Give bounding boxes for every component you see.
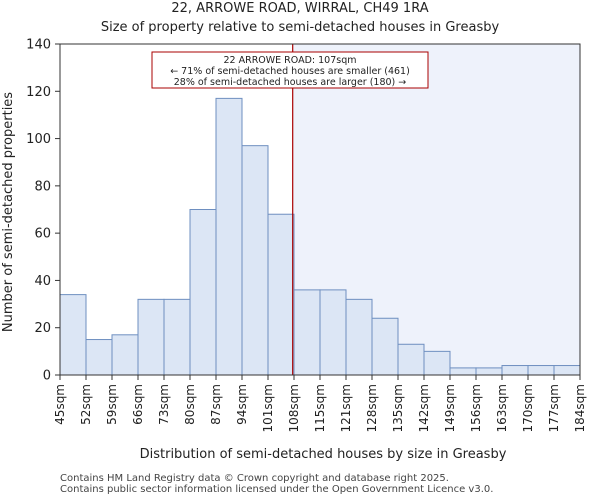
bar-73sqm xyxy=(163,298,191,376)
x-tick-label: 45sqm xyxy=(53,384,67,425)
y-tick-label: 40 xyxy=(34,274,51,289)
footer-copyright: Contains HM Land Registry data © Crown c… xyxy=(60,473,449,484)
x-axis-label: Distribution of semi-detached houses by … xyxy=(140,447,507,462)
x-tick-label: 66sqm xyxy=(131,384,145,425)
bar-108sqm xyxy=(293,289,321,376)
bar-66sqm xyxy=(137,298,165,376)
x-tick-label: 149sqm xyxy=(443,384,457,432)
annotation-smaller: ← 71% of semi-detached houses are smalle… xyxy=(170,66,410,77)
chart-title: 22, ARROWE ROAD, WIRRAL, CH49 1RA xyxy=(171,1,429,16)
y-tick-label: 120 xyxy=(26,85,51,100)
bar-142sqm xyxy=(423,350,451,376)
x-tick-label: 73sqm xyxy=(157,384,171,425)
y-axis-label: Number of semi-detached properties xyxy=(1,92,16,332)
x-tick-label: 121sqm xyxy=(339,384,353,432)
bar-177sqm xyxy=(553,365,581,376)
x-tick-label: 108sqm xyxy=(287,384,301,432)
bar-163sqm xyxy=(501,365,529,376)
bar-59sqm xyxy=(111,334,139,376)
x-tick-label: 184sqm xyxy=(573,384,587,432)
x-tick-label: 115sqm xyxy=(313,384,327,432)
bar-94sqm xyxy=(241,145,269,376)
x-tick-label: 59sqm xyxy=(105,384,119,425)
bar-52sqm xyxy=(85,339,113,376)
annotation-box xyxy=(151,51,429,89)
x-tick-label: 101sqm xyxy=(261,384,275,432)
x-tick-label: 156sqm xyxy=(469,384,483,432)
footer-licence: Contains public sector information licen… xyxy=(60,484,494,495)
x-tick-label: 170sqm xyxy=(521,384,535,432)
x-tick-label: 52sqm xyxy=(79,384,93,425)
bar-128sqm xyxy=(371,317,399,376)
bar-149sqm xyxy=(449,367,477,376)
x-tick-label: 128sqm xyxy=(365,384,379,432)
y-tick-label: 100 xyxy=(26,132,51,147)
bar-80sqm xyxy=(189,209,217,376)
x-tick-label: 87sqm xyxy=(209,384,223,425)
bar-121sqm xyxy=(345,298,373,376)
y-tick-label: 140 xyxy=(26,38,51,53)
bar-45sqm xyxy=(59,294,87,376)
x-tick-label: 177sqm xyxy=(547,384,561,432)
x-tick-label: 94sqm xyxy=(235,384,249,425)
x-tick-label: 142sqm xyxy=(417,384,431,432)
y-tick-label: 80 xyxy=(34,179,51,194)
bar-170sqm xyxy=(527,365,555,376)
bar-156sqm xyxy=(475,367,503,376)
property-annotation: 22 ARROWE ROAD: 107sqm ← 71% of semi-det… xyxy=(151,51,429,89)
chart-subtitle: Size of property relative to semi-detach… xyxy=(100,20,500,35)
bar-87sqm xyxy=(215,97,243,376)
x-tick-label: 163sqm xyxy=(495,384,509,432)
x-tick-label: 80sqm xyxy=(183,384,197,425)
y-tick-label: 0 xyxy=(43,369,51,384)
x-tick-label: 135sqm xyxy=(391,384,405,432)
annotation-larger: 28% of semi-detached houses are larger (… xyxy=(174,77,407,88)
y-tick-label: 20 xyxy=(34,321,51,336)
bar-115sqm xyxy=(319,289,347,376)
y-tick-label: 60 xyxy=(34,227,51,242)
bar-135sqm xyxy=(397,343,425,376)
bar-101sqm xyxy=(267,213,295,376)
plot-frame xyxy=(59,43,581,376)
annotation-title: 22 ARROWE ROAD: 107sqm xyxy=(223,55,356,66)
